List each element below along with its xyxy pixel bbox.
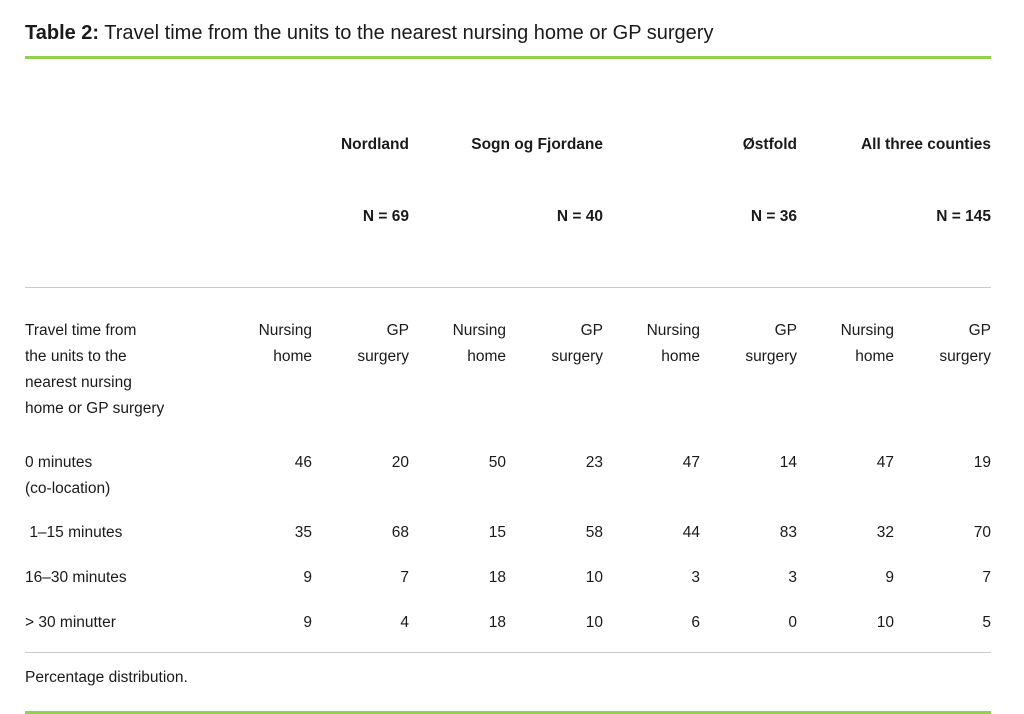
cell-value: 9 — [303, 569, 312, 586]
cell-value: 44 — [682, 524, 700, 541]
cell-value: 10 — [506, 610, 603, 653]
cell-value: 9 — [885, 569, 894, 586]
row-label: > 30 minutter — [25, 610, 215, 653]
cell-value: 5 — [894, 610, 991, 653]
cell-value: 83 — [779, 524, 797, 541]
travel-time-table: Nordland N = 69 Sogn og Fjordane N = 40 … — [25, 59, 991, 653]
group-n: N = 69 — [362, 208, 409, 225]
subheader-nursing-home-2: Nursing home — [452, 322, 506, 365]
cell-value: 3 — [691, 569, 700, 586]
row-label: 16–30 minutes — [25, 569, 127, 586]
table-row-over-30-minutes: > 30 minutter 9 4 18 10 6 0 10 5 — [25, 610, 991, 653]
column-subheader-row: Travel time from the units to the neares… — [25, 288, 991, 451]
table-footnote: Percentage distribution. — [25, 669, 188, 686]
cell-value: 4 — [312, 610, 409, 653]
cell-value: 7 — [400, 569, 409, 586]
cell-value: 7 — [982, 569, 991, 586]
group-n: N = 40 — [556, 208, 603, 225]
table-row-1-15-minutes: 1–15 minutes 35 68 15 58 44 83 32 70 — [25, 520, 991, 565]
row-label: 1–15 minutes — [25, 524, 123, 541]
subheader-nursing-home-3: Nursing home — [646, 322, 700, 365]
empty-corner-cell — [25, 59, 215, 288]
cell-value: 68 — [391, 524, 409, 541]
table-caption-text: Travel time from the units to the neares… — [104, 22, 714, 44]
cell-value: 15 — [488, 524, 506, 541]
cell-value: 3 — [788, 569, 797, 586]
cell-value: 18 — [409, 610, 506, 653]
cell-value: 47 — [682, 454, 700, 471]
group-header-all-three-counties: All three counties N = 145 — [797, 59, 991, 288]
cell-value: 0 — [700, 610, 797, 653]
group-name: Nordland — [340, 136, 409, 153]
cell-value: 9 — [215, 610, 312, 653]
group-header-ostfold: Østfold N = 36 — [603, 59, 797, 288]
cell-value: 19 — [973, 454, 991, 471]
row-label: 0 minutes (co-location) — [25, 454, 111, 497]
table-row-0-minutes: 0 minutes (co-location) 46 20 50 23 47 1… — [25, 450, 991, 520]
county-group-header-row: Nordland N = 69 Sogn og Fjordane N = 40 … — [25, 59, 991, 288]
group-header-nordland: Nordland N = 69 — [215, 59, 409, 288]
group-name: Sogn og Fjordane — [471, 136, 603, 153]
row-header-cell: Travel time from the units to the neares… — [25, 322, 165, 417]
cell-value: 46 — [294, 454, 312, 471]
cell-value: 58 — [585, 524, 603, 541]
subheader-nursing-home-4: Nursing home — [840, 322, 894, 365]
cell-value: 14 — [779, 454, 797, 471]
table-row-16-30-minutes: 16–30 minutes 9 7 18 10 3 3 9 7 — [25, 565, 991, 610]
group-name: Østfold — [742, 136, 797, 153]
subheader-gp-surgery-2: GP surgery — [551, 322, 603, 365]
table-caption-label: Table 2: — [25, 22, 100, 44]
group-n: N = 36 — [750, 208, 797, 225]
cell-value: 20 — [391, 454, 409, 471]
top-green-divider — [25, 56, 991, 59]
subheader-gp-surgery-1: GP surgery — [357, 322, 409, 365]
group-name: All three counties — [860, 136, 991, 153]
subheader-gp-surgery-3: GP surgery — [745, 322, 797, 365]
cell-value: 50 — [488, 454, 506, 471]
cell-value: 47 — [876, 454, 894, 471]
group-n: N = 145 — [936, 208, 991, 225]
cell-value: 10 — [797, 610, 894, 653]
cell-value: 18 — [488, 569, 506, 586]
cell-value: 70 — [973, 524, 991, 541]
cell-value: 6 — [603, 610, 700, 653]
cell-value: 23 — [585, 454, 603, 471]
cell-value: 32 — [876, 524, 894, 541]
cell-value: 35 — [294, 524, 312, 541]
subheader-nursing-home-1: Nursing home — [258, 322, 312, 365]
cell-value: 10 — [585, 569, 603, 586]
table-caption: Table 2: Travel time from the units to t… — [25, 18, 991, 48]
group-header-sogn-og-fjordane: Sogn og Fjordane N = 40 — [409, 59, 603, 288]
subheader-gp-surgery-4: GP surgery — [939, 322, 991, 365]
